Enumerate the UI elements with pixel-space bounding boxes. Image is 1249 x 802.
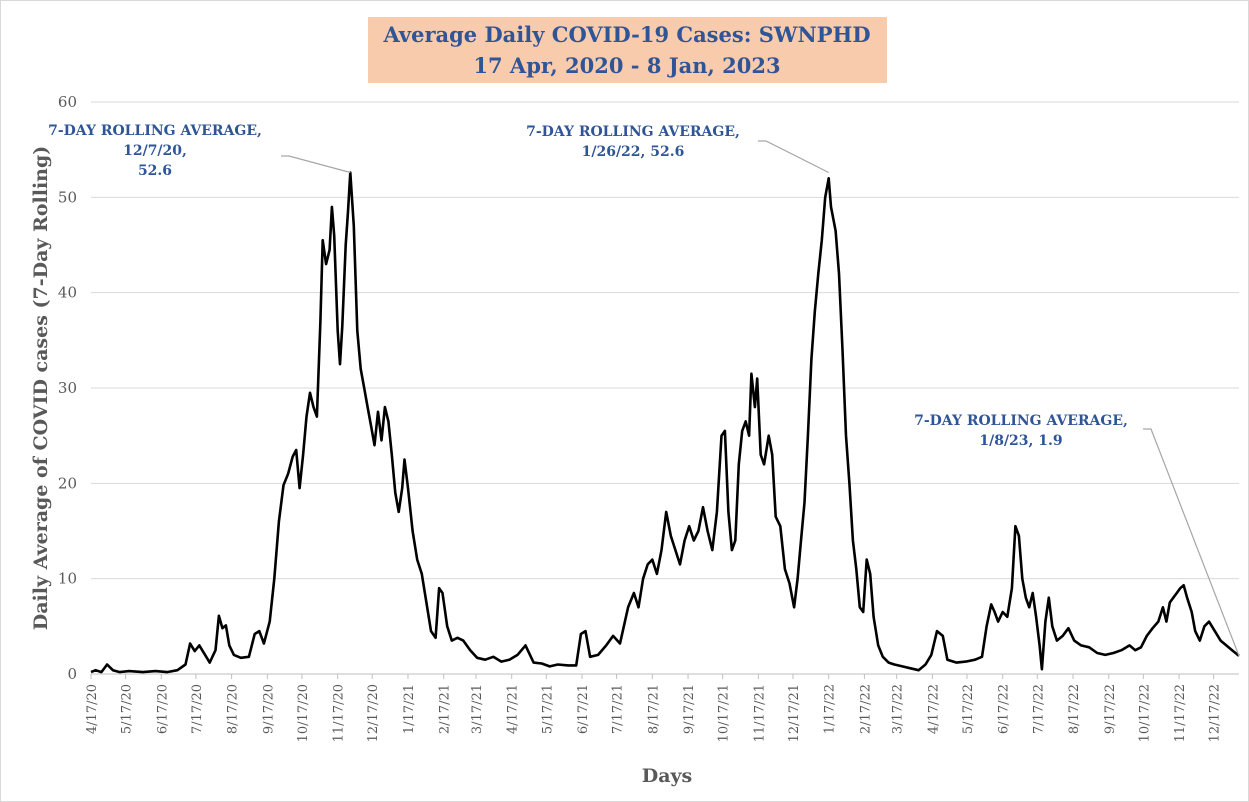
chart-title-box (368, 17, 887, 83)
annotation-label: 1/8/23, 1.9 (979, 433, 1062, 449)
annotation-label: 12/7/20, (123, 143, 187, 159)
annotation-leader-line (1143, 428, 1240, 657)
x-tick-label: 9/17/22 (1103, 684, 1118, 734)
x-tick-label: 6/17/21 (576, 684, 591, 734)
x-axis-ticks: 4/17/20 5/17/20 6/17/20 7/17/20 8/17/20 9/17/… (85, 674, 1223, 742)
x-tick-label: 10/17/22 (1137, 684, 1152, 742)
x-tick-label: 6/17/22 (997, 684, 1012, 734)
x-tick-label: 8/17/22 (1067, 684, 1082, 734)
x-tick-label: 5/17/20 (120, 684, 135, 734)
y-tick-label: 0 (67, 665, 77, 683)
x-tick-label: 5/17/21 (540, 684, 555, 734)
x-tick-label: 6/17/20 (155, 684, 170, 734)
x-tick-label: 2/17/21 (438, 684, 453, 734)
y-tick-label: 30 (58, 379, 77, 397)
y-axis-ticks: 0 10 20 30 40 50 60 (58, 93, 77, 683)
annotation-label: 52.6 (138, 163, 172, 179)
x-tick-label: 7/17/21 (611, 684, 626, 734)
annotation-label: 7-DAY ROLLING AVERAGE, (48, 123, 262, 139)
y-tick-label: 20 (58, 474, 77, 492)
x-tick-label: 12/17/20 (366, 684, 381, 742)
x-tick-label: 11/17/22 (1173, 684, 1188, 742)
x-tick-label: 5/17/22 (961, 684, 976, 734)
y-tick-label: 40 (58, 284, 77, 302)
x-tick-label: 8/17/21 (646, 684, 661, 734)
annotation-leader-line (758, 140, 829, 174)
x-tick-label: 11/17/20 (332, 684, 347, 742)
annotation-label: 7-DAY ROLLING AVERAGE, (914, 413, 1128, 429)
annotation-label: 7-DAY ROLLING AVERAGE, (526, 124, 740, 140)
chart-subtitle: 17 Apr, 2020 - 8 Jan, 2023 (473, 53, 780, 78)
x-tick-label: 2/17/22 (858, 684, 873, 734)
x-tick-label: 4/17/20 (85, 684, 100, 734)
x-tick-label: 9/17/21 (682, 684, 697, 734)
annotation-leader-line (281, 155, 351, 174)
gridlines (91, 101, 1239, 675)
x-tick-label: 12/17/22 (1208, 684, 1223, 742)
x-tick-label: 7/17/22 (1031, 684, 1046, 734)
x-tick-label: 1/17/22 (823, 684, 838, 734)
x-tick-label: 10/17/20 (296, 684, 311, 742)
x-tick-label: 7/17/20 (190, 684, 205, 734)
x-tick-label: 10/17/21 (717, 684, 732, 742)
annotations: 7-DAY ROLLING AVERAGE, 12/7/20, 52.6 7-DAY … (48, 123, 1240, 657)
x-tick-label: 11/17/21 (752, 684, 767, 742)
chart-title: Average Daily COVID-19 Cases: SWNPHD (382, 22, 870, 47)
x-tick-label: 4/17/22 (926, 684, 941, 734)
x-tick-label: 12/17/21 (787, 684, 802, 742)
x-tick-label: 8/17/20 (226, 684, 241, 734)
x-axis-title: Days (642, 765, 693, 787)
x-tick-label: 3/17/21 (470, 684, 485, 734)
y-tick-label: 50 (58, 188, 77, 206)
series-line (90, 171, 1240, 674)
y-axis-title: Daily Average of COVID cases (7-Day Roll… (30, 146, 52, 631)
annotation-label: 1/26/22, 52.6 (582, 144, 685, 160)
x-tick-label: 3/17/22 (891, 684, 906, 734)
x-tick-label: 1/17/21 (402, 684, 417, 734)
y-tick-label: 10 (58, 570, 77, 588)
x-tick-label: 9/17/20 (261, 684, 276, 734)
x-tick-label: 4/17/21 (506, 684, 521, 734)
y-tick-label: 60 (58, 93, 77, 111)
